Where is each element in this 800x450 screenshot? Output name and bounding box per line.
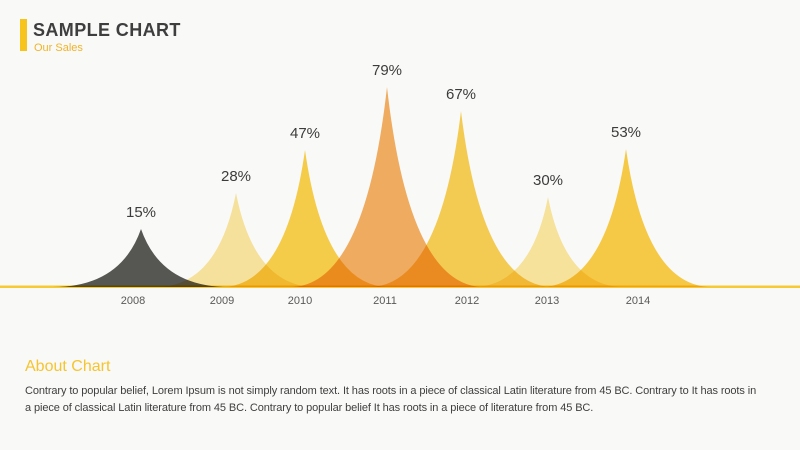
peak-value-label-2010: 47% <box>290 125 320 142</box>
slide-title: SAMPLE CHART <box>33 20 181 40</box>
peak-shape-2012 <box>369 111 553 287</box>
year-label-2009: 2009 <box>210 295 234 307</box>
peak-shape-2009 <box>156 193 316 287</box>
peak-value-label-2008: 15% <box>126 204 156 221</box>
about-section: About Chart Contrary to popular belief, … <box>25 358 770 417</box>
year-label-2014: 2014 <box>626 295 650 307</box>
peak-value-label-2013: 30% <box>533 172 563 189</box>
year-label-2010: 2010 <box>288 295 312 307</box>
peak-value-label-2014: 53% <box>611 124 641 141</box>
year-label-2011: 2011 <box>373 295 397 307</box>
peak-shape-2014 <box>540 149 712 287</box>
title-accent-bar <box>20 19 27 51</box>
peak-value-label-2012: 67% <box>446 86 476 103</box>
about-body: Contrary to popular belief, Lorem Ipsum … <box>25 385 757 415</box>
year-label-2008: 2008 <box>121 295 145 307</box>
peak-shape-2013 <box>472 197 624 287</box>
peak-value-label-2009: 28% <box>221 168 251 185</box>
peak-shape-2011 <box>290 87 484 287</box>
about-heading: About Chart <box>25 358 111 375</box>
peak-shape-2010 <box>221 150 389 287</box>
year-label-2013: 2013 <box>535 295 559 307</box>
slide-header: SAMPLE CHART Our Sales <box>0 0 800 60</box>
slide-subtitle: Our Sales <box>34 42 83 54</box>
year-label-2012: 2012 <box>455 295 479 307</box>
sales-peak-chart: 15% 2008 28% 2009 47% 2010 79% 2011 67% 2012 30% 20… <box>0 62 800 307</box>
peak-shape-2008 <box>53 229 229 287</box>
peak-value-label-2011: 79% <box>372 62 402 79</box>
